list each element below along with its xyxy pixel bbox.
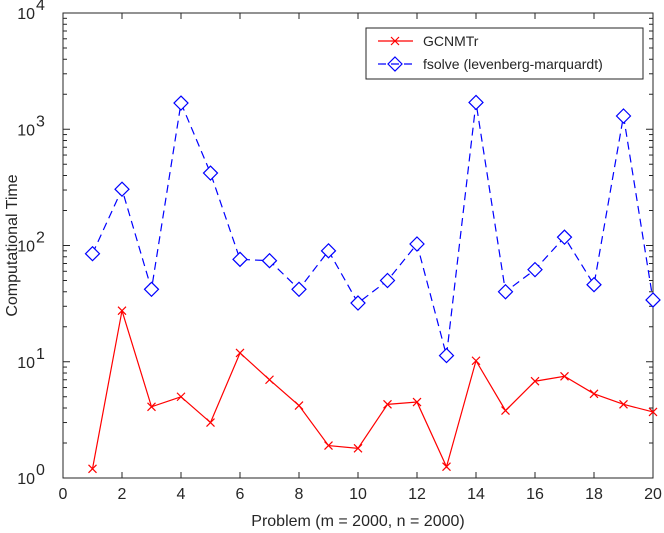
data-point-fsolve-levenberg-marquardt (438, 347, 455, 364)
x-axis-ticks: 0 2 4 6 8 10 12 14 16 18 20 (59, 13, 662, 503)
data-point-gcnmtr (501, 406, 510, 416)
data-point-gcnmtr (530, 376, 540, 386)
data-point-gcnmtr (117, 306, 127, 316)
data-point-gcnmtr (88, 464, 97, 474)
y-tick-label-base: 10 (17, 355, 35, 372)
y-tick-label-base: 10 (17, 471, 35, 488)
x-tick-label: 10 (349, 486, 367, 503)
data-point-fsolve-levenberg-marquardt (173, 95, 189, 111)
data-point-fsolve-levenberg-marquardt (527, 261, 543, 278)
y-tick-label-base: 10 (17, 239, 35, 256)
legend-marker-fsolve (387, 56, 403, 72)
legend: GCNMTr fsolve (levenberg-marquardt) (365, 27, 644, 80)
y-axis-label: Computational Time (4, 174, 21, 316)
data-point-gcnmtr (265, 375, 274, 385)
y-tick-label-base: 10 (17, 122, 35, 139)
data-point-gcnmtr (648, 407, 658, 417)
y-tick-label-exponent: 0 (36, 462, 45, 479)
data-point-fsolve-levenberg-marquardt (615, 108, 632, 124)
y-tick-label-exponent: 2 (36, 230, 45, 247)
data-point-fsolve-levenberg-marquardt (645, 292, 661, 308)
data-point-fsolve-levenberg-marquardt (261, 252, 278, 269)
data-point-fsolve-levenberg-marquardt (114, 181, 130, 198)
data-point-gcnmtr (619, 399, 628, 409)
series-line-gcnmtr (91, 310, 654, 469)
data-point-fsolve-levenberg-marquardt (409, 236, 425, 252)
series-line-fsolve-levenberg-marquardt (91, 100, 654, 356)
y-tick-label-exponent: 1 (36, 346, 45, 363)
data-point-gcnmtr (560, 371, 569, 381)
x-tick-label: 16 (526, 486, 544, 503)
data-point-fsolve-levenberg-marquardt (202, 165, 219, 181)
data-point-gcnmtr (442, 462, 451, 472)
data-point-fsolve-levenberg-marquardt (320, 242, 337, 259)
data-point-gcnmtr (324, 441, 333, 451)
x-tick-label: 6 (236, 486, 245, 503)
x-tick-label: 0 (59, 486, 68, 503)
x-tick-label: 8 (295, 486, 304, 503)
data-point-fsolve-levenberg-marquardt (143, 281, 160, 298)
data-point-fsolve-levenberg-marquardt (497, 283, 514, 300)
series-layer (84, 94, 661, 474)
data-point-fsolve-levenberg-marquardt (232, 251, 248, 268)
data-point-gcnmtr (353, 443, 363, 453)
y-tick-label-exponent: 4 (36, 0, 45, 14)
data-point-gcnmtr (147, 402, 156, 412)
legend-label-gcnmtr: GCNMTr (423, 33, 479, 49)
x-tick-label: 12 (408, 486, 426, 503)
x-tick-label: 4 (177, 486, 186, 503)
data-point-gcnmtr (589, 389, 599, 399)
data-point-fsolve-levenberg-marquardt (379, 272, 396, 289)
data-point-gcnmtr (206, 418, 215, 427)
x-tick-label: 20 (644, 486, 662, 503)
data-point-gcnmtr (235, 348, 245, 358)
data-point-fsolve-levenberg-marquardt (291, 281, 307, 298)
y-tick-label-exponent: 3 (36, 113, 45, 130)
data-point-gcnmtr (176, 392, 186, 402)
legend-box (365, 27, 644, 80)
x-tick-label: 14 (467, 486, 485, 503)
data-point-fsolve-levenberg-marquardt (84, 245, 101, 262)
data-point-fsolve-levenberg-marquardt (350, 295, 366, 311)
data-point-fsolve-levenberg-marquardt (468, 94, 484, 111)
data-point-gcnmtr (383, 399, 392, 409)
plot-frame (62, 12, 654, 479)
data-point-gcnmtr (412, 397, 422, 407)
data-point-fsolve-levenberg-marquardt (586, 276, 602, 293)
x-tick-label: 18 (585, 486, 603, 503)
data-point-gcnmtr (471, 356, 481, 366)
legend-label-fsolve: fsolve (levenberg-marquardt) (423, 56, 603, 72)
x-axis-label: Problem (m = 2000, n = 2000) (251, 513, 464, 530)
legend-marker-gcnmtr (390, 36, 400, 46)
y-tick-label-base: 10 (17, 6, 35, 23)
data-point-fsolve-levenberg-marquardt (556, 229, 573, 245)
x-tick-label: 2 (118, 486, 127, 503)
data-point-gcnmtr (294, 401, 304, 410)
